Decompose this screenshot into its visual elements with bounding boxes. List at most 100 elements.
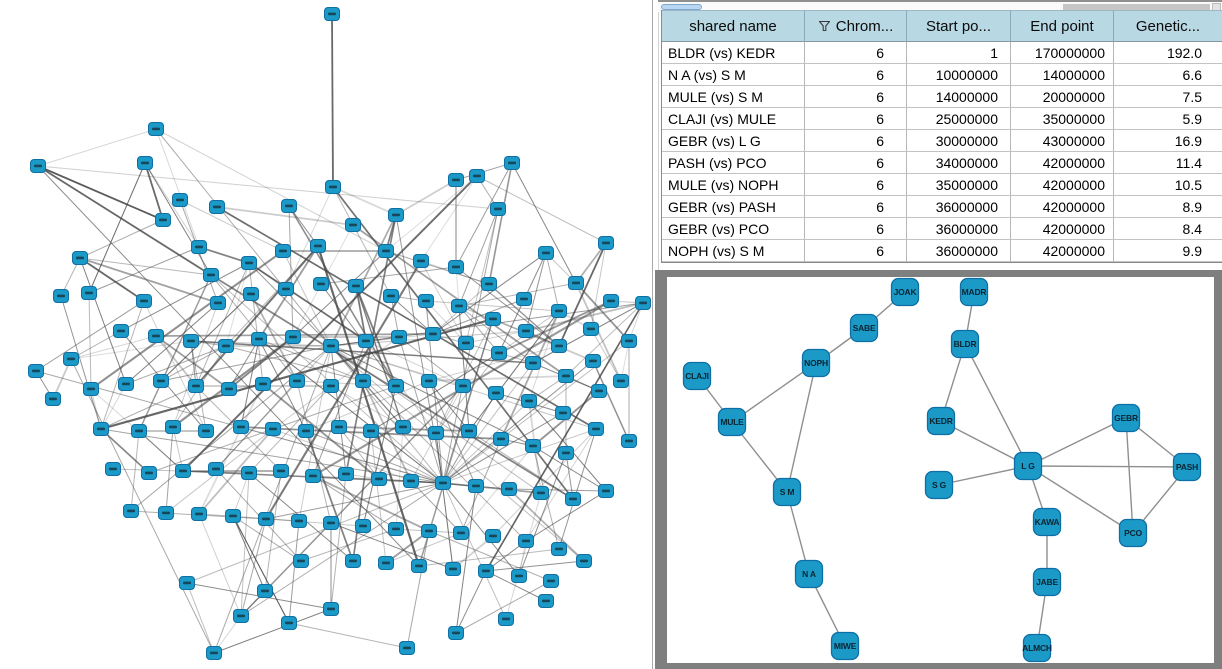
graph-node[interactable] [28, 364, 44, 378]
graph-node[interactable] [258, 512, 274, 526]
graph-node[interactable] [478, 564, 494, 578]
graph-node[interactable] [313, 277, 329, 291]
graph-node[interactable] [83, 382, 99, 396]
graph-node[interactable] [558, 369, 574, 383]
cell-shared_name[interactable]: NOPH (vs) S M [662, 240, 805, 262]
graph-node-CLAJI[interactable]: CLAJI [682, 361, 712, 391]
table-row[interactable]: MULE (vs) S M 6 14000000 20000000 7.5 [662, 86, 1222, 108]
cell-genetic[interactable]: 10.5 [1114, 174, 1222, 196]
graph-node[interactable] [355, 374, 371, 388]
graph-node[interactable] [191, 240, 207, 254]
graph-node-NOPH[interactable]: NOPH [801, 348, 831, 378]
network-overview-panel[interactable] [0, 0, 652, 669]
graph-node[interactable] [458, 336, 474, 350]
cell-end_point[interactable]: 42000000 [1011, 174, 1114, 196]
graph-node[interactable] [203, 268, 219, 282]
graph-edge-NOPH-SM[interactable] [786, 362, 817, 493]
cell-genetic[interactable]: 9.9 [1114, 240, 1222, 262]
table-row[interactable]: GEBR (vs) L G 6 30000000 43000000 16.9 [662, 130, 1222, 152]
graph-node-SG[interactable]: S G [924, 470, 954, 500]
graph-node[interactable] [469, 169, 485, 183]
cell-end_point[interactable]: 43000000 [1011, 130, 1114, 152]
graph-node[interactable] [501, 482, 517, 496]
cell-shared_name[interactable]: N A (vs) S M [662, 64, 805, 86]
graph-edge-NOPH-MULE[interactable] [731, 362, 817, 423]
graph-node[interactable] [543, 574, 559, 588]
graph-node[interactable] [565, 492, 581, 506]
graph-node[interactable] [395, 420, 411, 434]
graph-node[interactable] [323, 602, 339, 616]
cell-start_position[interactable]: 36000000 [907, 218, 1011, 240]
cell-end_point[interactable]: 42000000 [1011, 218, 1114, 240]
graph-node[interactable] [485, 529, 501, 543]
cell-chromosome[interactable]: 6 [805, 174, 907, 196]
graph-node-NA[interactable]: N A [794, 559, 824, 589]
table-horizontal-scrollbar[interactable] [658, 0, 1222, 12]
graph-node[interactable] [603, 294, 619, 308]
graph-node[interactable] [403, 474, 419, 488]
graph-node[interactable] [310, 239, 326, 253]
graph-node[interactable] [30, 159, 46, 173]
network-detail-canvas[interactable]: JOAK MADR SABE NOPH CLAJI BLDR MULE KEDR GEBR L G… [667, 277, 1214, 663]
graph-node[interactable] [251, 332, 267, 346]
cell-genetic[interactable]: 8.9 [1114, 196, 1222, 218]
graph-node[interactable] [485, 312, 501, 326]
graph-node[interactable] [445, 562, 461, 576]
graph-node[interactable] [493, 432, 509, 446]
graph-node-JOAK[interactable]: JOAK [890, 277, 920, 307]
table-row[interactable]: CLAJI (vs) MULE 6 25000000 35000000 5.9 [662, 108, 1222, 130]
graph-edge-BLDR-LG[interactable] [964, 343, 1029, 467]
cell-chromosome[interactable]: 6 [805, 64, 907, 86]
graph-node[interactable] [378, 556, 394, 570]
cell-shared_name[interactable]: BLDR (vs) KEDR [662, 42, 805, 64]
graph-node[interactable] [388, 208, 404, 222]
cell-chromosome[interactable]: 6 [805, 130, 907, 152]
graph-node-PASH[interactable]: PASH [1172, 452, 1202, 482]
graph-node[interactable] [118, 377, 134, 391]
graph-node-KEDR[interactable]: KEDR [926, 406, 956, 436]
graph-node[interactable] [468, 479, 484, 493]
graph-node[interactable] [551, 339, 567, 353]
cell-shared_name[interactable]: GEBR (vs) PASH [662, 196, 805, 218]
graph-node[interactable] [613, 374, 629, 388]
cell-start_position[interactable]: 36000000 [907, 240, 1011, 262]
graph-node[interactable] [399, 641, 415, 655]
graph-node[interactable] [281, 199, 297, 213]
graph-node[interactable] [448, 626, 464, 640]
graph-edge-GEBR-PCO[interactable] [1125, 417, 1134, 534]
cell-chromosome[interactable]: 6 [805, 42, 907, 64]
graph-node[interactable] [435, 476, 451, 490]
table-row[interactable]: BLDR (vs) KEDR 6 1 170000000 192.0 [662, 42, 1222, 64]
graph-node[interactable] [518, 534, 534, 548]
graph-node[interactable] [378, 244, 394, 258]
graph-node[interactable] [345, 218, 361, 232]
graph-node[interactable] [208, 462, 224, 476]
graph-node[interactable] [137, 156, 153, 170]
graph-node[interactable] [455, 379, 471, 393]
table-row[interactable]: GEBR (vs) PASH 6 36000000 42000000 8.9 [662, 196, 1222, 218]
graph-node[interactable] [516, 292, 532, 306]
graph-node[interactable] [221, 382, 237, 396]
graph-node[interactable] [391, 330, 407, 344]
graph-node[interactable] [498, 612, 514, 626]
graph-node-SM[interactable]: S M [772, 477, 802, 507]
graph-node[interactable] [241, 466, 257, 480]
graph-node[interactable] [598, 236, 614, 250]
graph-node-JABE[interactable]: JABE [1032, 567, 1062, 597]
graph-node[interactable] [265, 422, 281, 436]
graph-node[interactable] [148, 329, 164, 343]
cell-genetic[interactable]: 5.9 [1114, 108, 1222, 130]
cell-start_position[interactable]: 36000000 [907, 196, 1011, 218]
cell-end_point[interactable]: 14000000 [1011, 64, 1114, 86]
graph-node[interactable] [448, 173, 464, 187]
cell-chromosome[interactable]: 6 [805, 218, 907, 240]
graph-node[interactable] [383, 289, 399, 303]
filter-icon[interactable] [818, 20, 831, 32]
graph-node[interactable] [183, 334, 199, 348]
graph-node[interactable] [206, 646, 222, 660]
graph-node[interactable] [233, 609, 249, 623]
graph-node-MULE[interactable]: MULE [717, 407, 747, 437]
graph-node[interactable] [278, 282, 294, 296]
graph-node-BLDR[interactable]: BLDR [950, 329, 980, 359]
graph-node-MADR[interactable]: MADR [959, 277, 989, 307]
